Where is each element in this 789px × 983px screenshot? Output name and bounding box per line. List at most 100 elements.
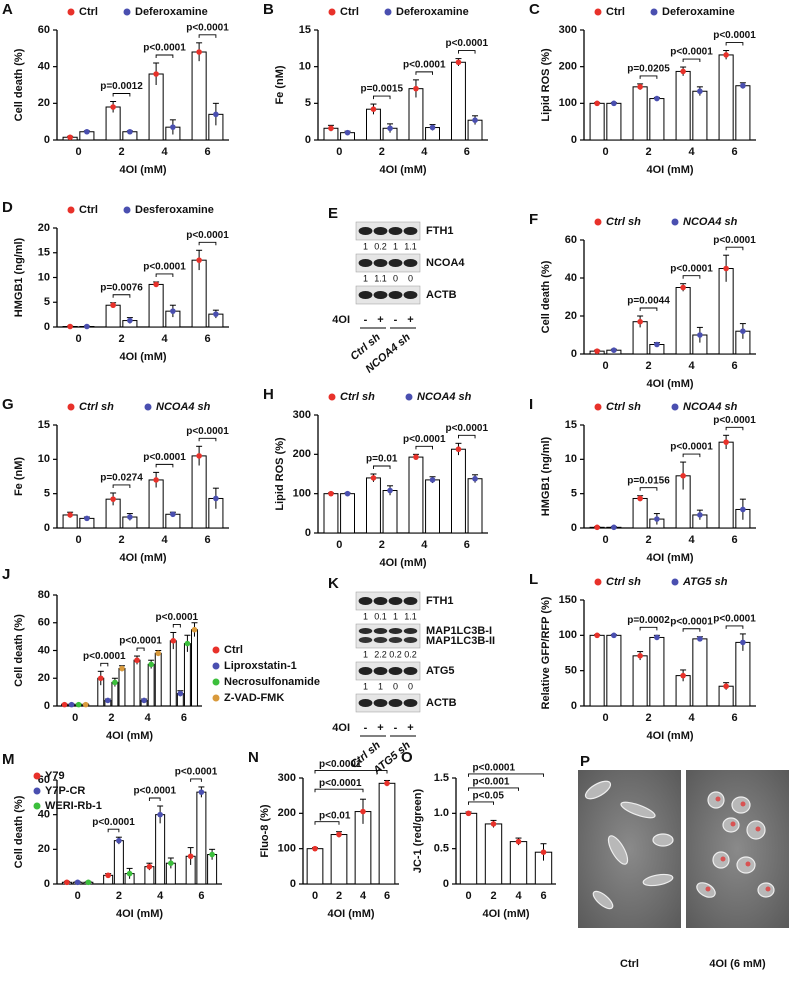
- mean-point: [336, 831, 342, 838]
- quantification: 0.1: [374, 611, 387, 621]
- x-tick-label: 4: [421, 539, 428, 551]
- mean-point: [654, 95, 660, 102]
- bar: [718, 54, 734, 141]
- mean-point: [64, 879, 70, 886]
- bar: [425, 479, 440, 534]
- p-value: p<0.001: [473, 777, 510, 788]
- fluorescence: [765, 886, 771, 892]
- y-tick-label: 0: [44, 878, 50, 890]
- treatment-label: 4OI: [332, 314, 350, 326]
- legend-marker: [144, 403, 152, 411]
- y-tick-label: 5: [571, 488, 577, 500]
- blot-band: [373, 259, 388, 267]
- mean-point: [170, 511, 176, 518]
- mean-point: [740, 506, 746, 513]
- x-tick-label: 6: [181, 712, 187, 724]
- y-tick-label: 0: [571, 134, 577, 146]
- blot-band: [358, 628, 373, 634]
- bracket: [198, 437, 217, 442]
- mean-point: [637, 318, 643, 325]
- y-tick-label: 40: [565, 272, 577, 284]
- y-tick-label: 20: [38, 672, 50, 684]
- fluorescence: [720, 856, 726, 862]
- cell: [642, 873, 674, 887]
- y-tick-label: 10: [38, 453, 50, 465]
- y-tick-label: 5: [305, 97, 311, 109]
- bracket: [148, 797, 161, 801]
- mean-point: [654, 341, 660, 348]
- legend-marker: [671, 578, 679, 586]
- blot-membrane: [355, 661, 421, 681]
- mean-point: [455, 446, 462, 453]
- p-value: p=0.01: [366, 454, 398, 465]
- legend-marker: [384, 8, 392, 16]
- x-tick-label: 2: [116, 890, 122, 902]
- blot-band: [373, 637, 388, 643]
- cell: [607, 835, 629, 865]
- y-axis-label: Cell death (%): [13, 48, 25, 121]
- x-tick-label: 4: [688, 146, 695, 158]
- x-axis-label: 4OI (mM): [106, 730, 153, 742]
- mean-point: [97, 675, 104, 682]
- mean-point: [84, 128, 90, 135]
- panel-letter: D: [2, 199, 13, 216]
- y-tick-label: 50: [565, 665, 577, 677]
- y-axis-label: Fe (nM): [274, 65, 286, 104]
- fluorescence: [705, 886, 711, 892]
- y-tick-label: 0: [305, 527, 311, 539]
- legend-marker: [650, 8, 658, 16]
- p-value: p<0.0001: [143, 452, 186, 463]
- band-label: FTH1: [426, 595, 454, 607]
- legend-label: Ctrl sh: [79, 401, 114, 413]
- mean-point: [344, 490, 351, 497]
- blot-band: [358, 597, 373, 605]
- bar: [467, 478, 483, 534]
- blot-band: [358, 259, 373, 267]
- y-tick-label: 10: [38, 271, 50, 283]
- x-axis-label: 4OI (mM): [482, 908, 529, 920]
- mean-point: [723, 683, 729, 690]
- x-axis-label: 4OI (mM): [646, 378, 693, 390]
- bracket: [198, 34, 217, 38]
- x-axis-label: 4OI (mM): [119, 351, 166, 363]
- y-tick-label: 40: [38, 61, 50, 73]
- mean-point: [153, 71, 159, 77]
- x-tick-label: 6: [731, 146, 737, 158]
- mean-point: [370, 475, 377, 481]
- legend-marker: [33, 772, 41, 780]
- x-tick-label: 6: [464, 146, 470, 158]
- y-tick-label: 300: [559, 24, 577, 36]
- p-value: p<0.0001: [670, 263, 713, 274]
- mean-point: [360, 808, 366, 815]
- quantification: 0.2: [404, 649, 417, 659]
- cell: [584, 780, 612, 800]
- quantification: 1: [378, 681, 383, 691]
- bar: [191, 259, 207, 328]
- mean-point: [540, 849, 547, 855]
- p-value: p=0.0044: [627, 296, 670, 307]
- blot-band: [358, 291, 373, 299]
- bar: [459, 812, 478, 885]
- bracket: [682, 628, 701, 632]
- bar: [649, 636, 665, 707]
- legend-marker: [594, 8, 602, 16]
- mean-point: [84, 323, 90, 330]
- bar: [675, 70, 691, 141]
- treatment-label: 4OI: [332, 722, 350, 734]
- band-label: ACTB: [426, 697, 457, 709]
- fluorescence: [745, 861, 751, 867]
- mean-point: [328, 125, 334, 132]
- bracket: [136, 647, 145, 652]
- y-tick-label: 5: [44, 488, 50, 500]
- mean-point: [344, 129, 351, 136]
- bar: [735, 85, 751, 141]
- y-tick-label: 60: [38, 774, 50, 786]
- mean-point: [119, 665, 125, 672]
- x-tick-label: 6: [204, 146, 210, 158]
- bar: [606, 634, 622, 707]
- y-tick-label: 10: [299, 61, 311, 73]
- mean-point: [134, 657, 140, 664]
- p-value: p<0.0001: [670, 47, 713, 58]
- x-tick-label: 2: [108, 712, 114, 724]
- legend-label: Y79: [45, 770, 65, 782]
